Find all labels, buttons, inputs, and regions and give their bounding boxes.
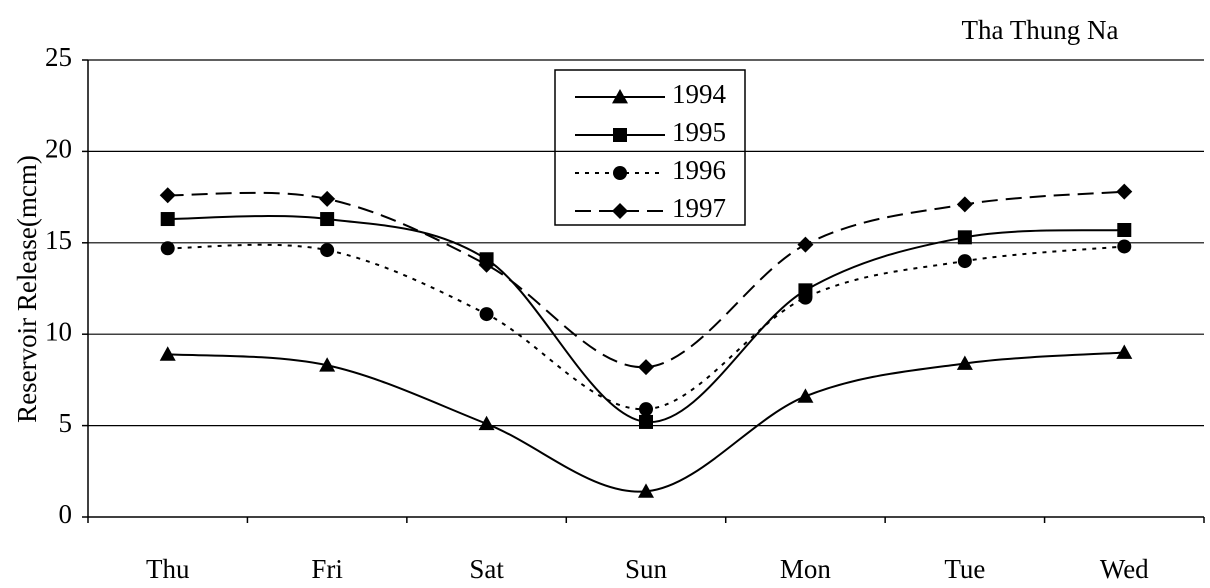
marker xyxy=(638,359,654,376)
x-tick-label: Tue xyxy=(944,554,985,584)
marker xyxy=(612,203,628,219)
marker xyxy=(613,128,627,142)
y-tick-label: 0 xyxy=(59,499,73,529)
legend-label: 1997 xyxy=(672,193,726,223)
y-tick-label: 20 xyxy=(45,134,72,164)
marker xyxy=(957,230,972,245)
marker xyxy=(478,256,495,273)
marker xyxy=(612,89,628,104)
x-tick-label: Thu xyxy=(146,554,190,584)
marker xyxy=(319,190,336,207)
marker xyxy=(956,196,973,213)
x-tick-label: Sat xyxy=(469,554,504,584)
marker xyxy=(320,212,335,227)
legend-label: 1996 xyxy=(672,155,726,185)
y-tick-label: 10 xyxy=(45,316,72,346)
x-tick-label: Fri xyxy=(311,554,343,584)
legend-box xyxy=(554,69,746,226)
legend-label: 1995 xyxy=(672,117,726,147)
marker xyxy=(797,388,814,403)
y-tick-label: 15 xyxy=(45,225,72,255)
series-line xyxy=(167,243,1125,411)
legend-label: 1994 xyxy=(672,79,727,109)
marker xyxy=(159,346,176,361)
marker xyxy=(1116,344,1133,359)
marker xyxy=(638,483,654,498)
marker xyxy=(1117,239,1132,254)
marker xyxy=(478,415,495,431)
marker xyxy=(159,187,176,204)
marker xyxy=(956,355,973,370)
marker xyxy=(639,402,653,417)
marker xyxy=(320,243,335,258)
x-tick-label: Mon xyxy=(780,554,832,584)
marker xyxy=(160,241,175,256)
marker xyxy=(319,357,336,372)
marker xyxy=(639,414,653,429)
marker xyxy=(797,236,814,253)
marker xyxy=(479,307,494,322)
y-axis-label: Reservoir Release(mcm) xyxy=(12,155,42,423)
marker xyxy=(957,254,972,269)
x-tick-label: Wed xyxy=(1100,554,1149,584)
chart-title: Tha Thung Na xyxy=(962,15,1119,45)
y-tick-label: 5 xyxy=(59,408,73,438)
y-tick-label: 25 xyxy=(45,42,72,72)
marker xyxy=(160,212,175,227)
marker xyxy=(1117,223,1132,238)
marker xyxy=(798,290,813,305)
marker xyxy=(613,166,627,180)
x-tick-label: Sun xyxy=(625,554,668,584)
marker xyxy=(1116,183,1133,200)
